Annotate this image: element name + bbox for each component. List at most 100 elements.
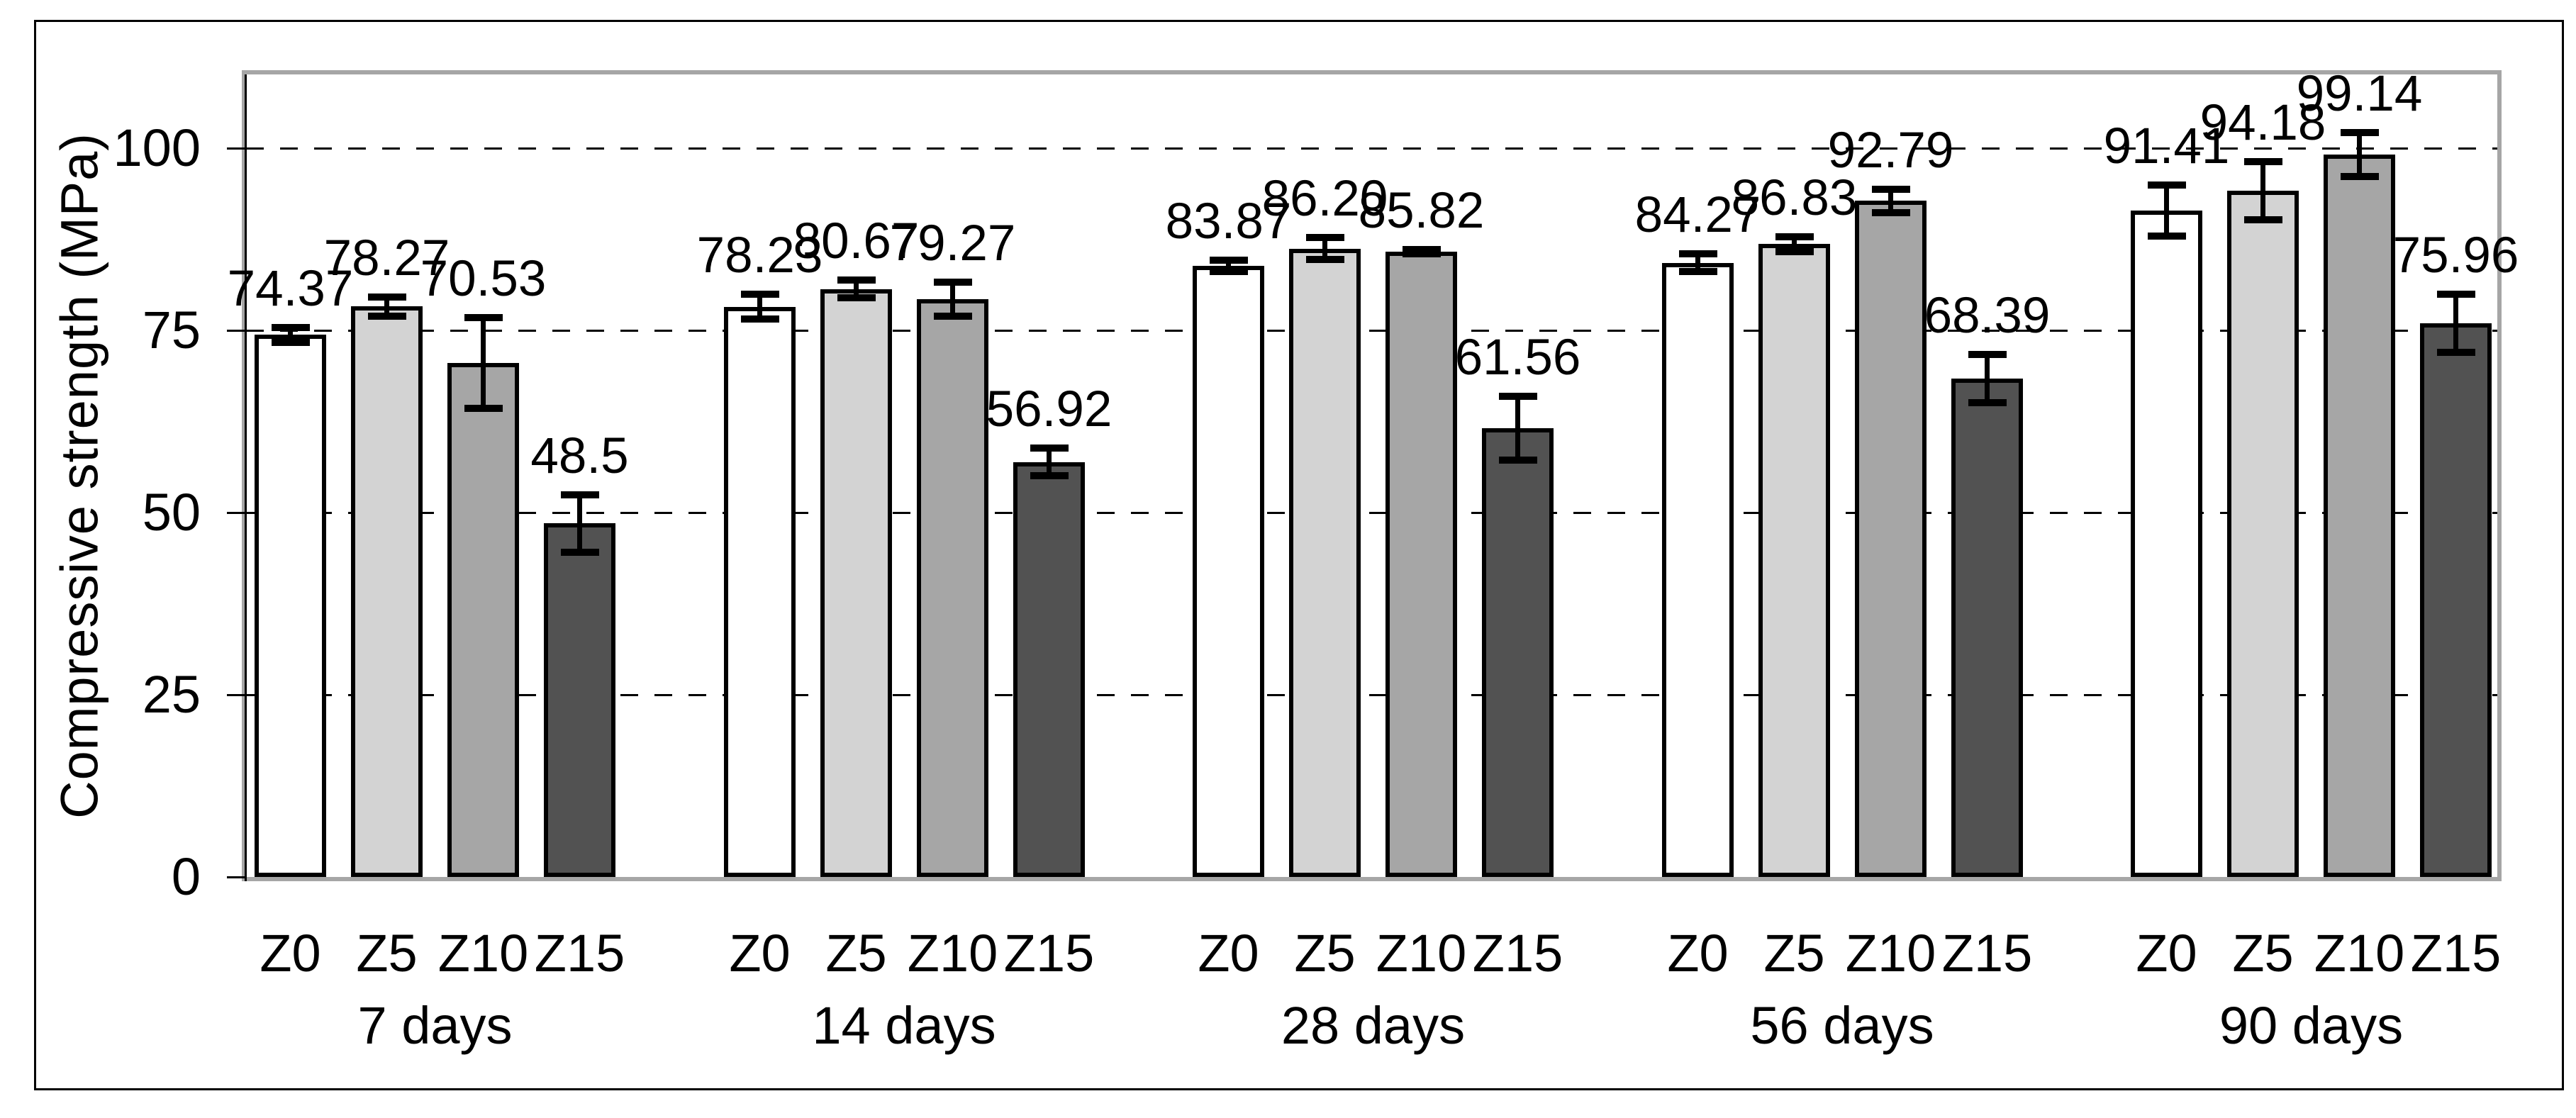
y-axis-tick-75 [227,330,246,332]
error-bar-line [1047,448,1052,476]
error-bar-cap-top [272,324,310,331]
error-bar-cap-top [1679,250,1717,257]
y-axis-tick-100 [227,147,246,150]
x-category-label-Z10: Z10 [907,924,998,983]
error-bar-line [481,318,486,408]
x-category-label-Z5: Z5 [2232,924,2294,983]
bar-value-label: 85.82 [1358,183,1485,239]
bar-Z5-56-days [1758,244,1830,877]
x-category-label-Z15: Z15 [1003,924,1095,983]
x-category-label-Z10: Z10 [2314,924,2405,983]
x-category-label-Z0: Z0 [260,924,321,983]
error-bar-line [2260,162,2265,220]
x-category-label-Z10: Z10 [1376,924,1467,983]
bar-Z10-56-days [1855,201,1927,877]
error-bar-line [1985,354,1990,403]
error-bar-cap-top [1403,246,1441,253]
y-tick-label-75: 75 [142,301,201,359]
error-bar-cap-top [934,279,972,286]
group-label-7-days: 7 days [357,996,513,1055]
bar-Z15-56-days [1951,379,2023,877]
error-bar-line [2453,294,2458,352]
bar-Z5-28-days [1289,249,1361,877]
error-bar-line [288,328,293,342]
error-bar-cap-bottom [741,315,779,323]
x-category-label-Z5: Z5 [356,924,418,983]
error-bar-cap-bottom [272,339,310,346]
error-bar-line [1695,254,1700,272]
error-bar-line [757,294,762,319]
bar-value-label: 78.23 [696,228,823,284]
error-bar-line [577,495,582,552]
error-bar-line [1515,396,1520,460]
error-bar-cap-top [741,291,779,298]
error-bar-cap-bottom [1775,248,1814,255]
group-label-90-days: 90 days [2219,996,2404,1055]
y-tick-label-50: 50 [142,483,201,542]
error-bar-cap-bottom [2244,216,2282,223]
error-bar-cap-bottom [1968,399,2007,406]
error-bar-cap-top [1210,257,1248,264]
error-bar-cap-top [2148,181,2186,189]
error-bar-cap-bottom [368,313,406,320]
error-bar-line [1322,237,1327,259]
x-category-label-Z0: Z0 [2136,924,2197,983]
x-category-label-Z0: Z0 [1198,924,1259,983]
y-axis-line [245,74,247,881]
error-bar-cap-top [464,314,503,321]
group-label-56-days: 56 days [1750,996,1934,1055]
error-bar-cap-top [1968,351,2007,358]
x-category-label-Z15: Z15 [534,924,625,983]
error-bar-cap-bottom [1679,268,1717,275]
error-bar-cap-top [1306,234,1344,241]
gridline-25 [246,694,2497,696]
error-bar-cap-bottom [1499,457,1537,464]
gridline-100 [246,147,2497,150]
error-bar-cap-top [1499,393,1537,400]
y-tick-label-100: 100 [113,118,201,177]
bar-Z15-7-days [544,523,615,877]
error-bar-cap-bottom [1030,472,1069,479]
error-bar-cap-bottom [561,549,599,556]
bar-value-label: 99.14 [2296,66,2423,122]
x-category-label-Z5: Z5 [1763,924,1825,983]
error-bar-cap-top [368,294,406,301]
x-category-label-Z15: Z15 [1472,924,1563,983]
bar-value-label: 68.39 [1924,288,2051,344]
bar-value-label: 86.83 [1731,170,1858,226]
x-category-label-Z15: Z15 [1941,924,2033,983]
error-bar-line [384,297,389,316]
bar-value-label: 84.27 [1634,187,1761,243]
x-category-label-Z5: Z5 [1294,924,1356,983]
bar-value-label: 48.5 [530,428,629,484]
error-bar-line [2164,185,2169,236]
error-bar-line [1792,237,1797,252]
x-category-label-Z0: Z0 [729,924,791,983]
error-bar-cap-top [2437,291,2475,298]
error-bar-line [854,280,859,298]
y-tick-label-0: 0 [171,847,201,906]
bar-Z10-90-days [2324,155,2395,877]
x-category-label-Z15: Z15 [2410,924,2502,983]
bar-value-label: 83.87 [1165,194,1292,250]
error-bar-cap-bottom [2148,233,2186,240]
error-bar-cap-bottom [2341,173,2379,180]
y-axis-tick-50 [227,512,246,514]
bar-value-label: 92.79 [1827,123,1954,179]
group-label-14-days: 14 days [812,996,996,1055]
x-category-label-Z0: Z0 [1667,924,1729,983]
gridline-50 [246,512,2497,514]
error-bar-cap-bottom [2437,349,2475,356]
bar-Z5-90-days [2227,191,2299,877]
error-bar-cap-top [561,491,599,498]
error-bar-cap-top [1775,233,1814,240]
error-bar-cap-bottom [1306,256,1344,263]
y-tick-label-25: 25 [142,665,201,724]
error-bar-cap-top [2244,158,2282,165]
error-bar-cap-bottom [934,313,972,320]
x-category-label-Z10: Z10 [1845,924,1936,983]
x-category-label-Z5: Z5 [825,924,887,983]
bar-Z0-28-days [1193,266,1264,877]
bar-value-label: 70.53 [420,251,547,307]
